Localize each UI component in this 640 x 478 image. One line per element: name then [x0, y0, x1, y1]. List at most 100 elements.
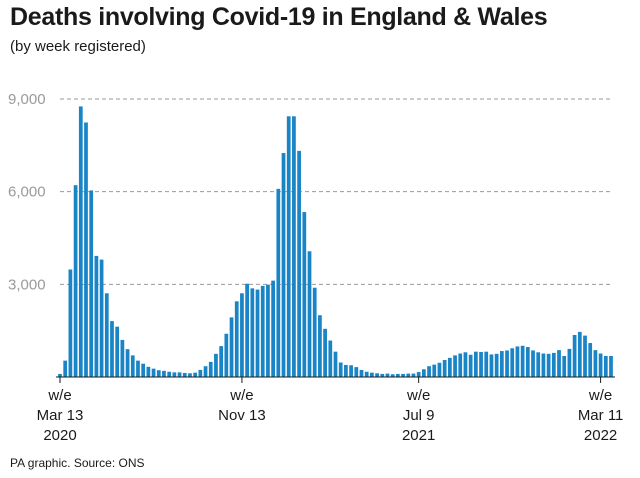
- bar: [302, 212, 307, 377]
- bar: [406, 373, 411, 377]
- bar: [240, 293, 244, 377]
- bar: [130, 355, 135, 377]
- bar: [603, 355, 608, 377]
- x-tick-label: w/e Jul 9 2021: [402, 387, 435, 444]
- bar: [73, 185, 78, 377]
- bar: [125, 349, 130, 377]
- bar: [94, 255, 99, 377]
- bar: [515, 346, 520, 377]
- bar: [442, 360, 447, 377]
- bar: [167, 371, 172, 377]
- bar: [297, 150, 301, 377]
- bar: [255, 289, 260, 377]
- bar: [520, 345, 525, 377]
- bar: [141, 363, 146, 377]
- bar: [188, 373, 192, 377]
- bar: [110, 321, 114, 377]
- bar: [146, 366, 151, 377]
- bar: [453, 355, 457, 377]
- bar: [557, 350, 561, 377]
- bar: [156, 370, 161, 377]
- bar: [551, 352, 556, 377]
- bar: [333, 351, 338, 377]
- bar: [541, 353, 546, 377]
- bar: [499, 351, 504, 377]
- bar: [136, 360, 140, 377]
- bar: [364, 371, 369, 377]
- bar: [338, 362, 343, 377]
- bar: [390, 374, 395, 377]
- bar: [385, 373, 390, 377]
- chart-title: Deaths involving Covid-19 in England & W…: [10, 3, 548, 31]
- bar: [494, 353, 499, 377]
- bar: [104, 293, 109, 377]
- bar: [203, 366, 208, 377]
- y-tick-label: 3,000: [8, 276, 46, 293]
- x-tick-label: w/e Mar 13 2020: [37, 387, 84, 444]
- bar: [78, 106, 83, 377]
- y-axis-ticks: 3,000 6,000 9,000: [8, 91, 46, 293]
- bar: [250, 288, 255, 377]
- bar: [546, 353, 551, 377]
- bar: [598, 353, 603, 377]
- bar: [328, 340, 333, 377]
- bar: [484, 351, 489, 377]
- bar: [58, 373, 62, 377]
- bar: [307, 251, 312, 377]
- bar: [276, 188, 281, 377]
- bar: [458, 353, 463, 377]
- x-tick-label: w/e Nov 13: [218, 387, 266, 424]
- bar: [421, 369, 426, 377]
- bar: [292, 116, 296, 377]
- bar: [219, 346, 224, 377]
- bar: [344, 364, 348, 377]
- bar: [177, 372, 182, 377]
- bar: [172, 372, 177, 377]
- bar: [323, 328, 327, 377]
- bar: [510, 348, 515, 377]
- bar: [396, 373, 400, 377]
- bar: [567, 348, 572, 377]
- y-tick-label: 9,000: [8, 91, 46, 108]
- bar: [479, 351, 483, 377]
- bar: [432, 364, 437, 377]
- bar: [401, 373, 405, 377]
- bar: [115, 326, 120, 377]
- bar: [583, 335, 587, 377]
- bar: [312, 287, 317, 377]
- gridlines: [60, 98, 611, 285]
- bar: [193, 372, 198, 377]
- bar: [536, 352, 541, 377]
- bar: [588, 343, 593, 377]
- bar: [354, 367, 359, 377]
- bar: [266, 284, 270, 377]
- bar: [99, 259, 104, 377]
- bar: [349, 365, 353, 377]
- bar: [214, 353, 218, 377]
- bar: [198, 369, 203, 377]
- bar: [411, 373, 416, 377]
- bar: [359, 369, 364, 377]
- bar: [89, 190, 94, 377]
- bar: [577, 331, 582, 377]
- bar: [531, 350, 535, 377]
- bar: [120, 339, 125, 377]
- bar: [182, 372, 187, 377]
- bar: [489, 354, 494, 377]
- bar: [271, 280, 275, 377]
- bar: [447, 357, 452, 377]
- bar: [84, 122, 88, 377]
- bar: [63, 360, 68, 377]
- bar: [380, 373, 385, 377]
- bar: [416, 372, 421, 377]
- bar: [562, 355, 567, 377]
- bar: [318, 315, 322, 377]
- bar: [463, 352, 468, 377]
- bar: [286, 116, 291, 377]
- bar: [473, 351, 478, 377]
- bar: [437, 362, 442, 377]
- bar: [281, 153, 286, 377]
- bar: [609, 355, 613, 377]
- x-tick-label: w/e Mar 11 2022: [578, 387, 624, 444]
- bar: [370, 372, 374, 377]
